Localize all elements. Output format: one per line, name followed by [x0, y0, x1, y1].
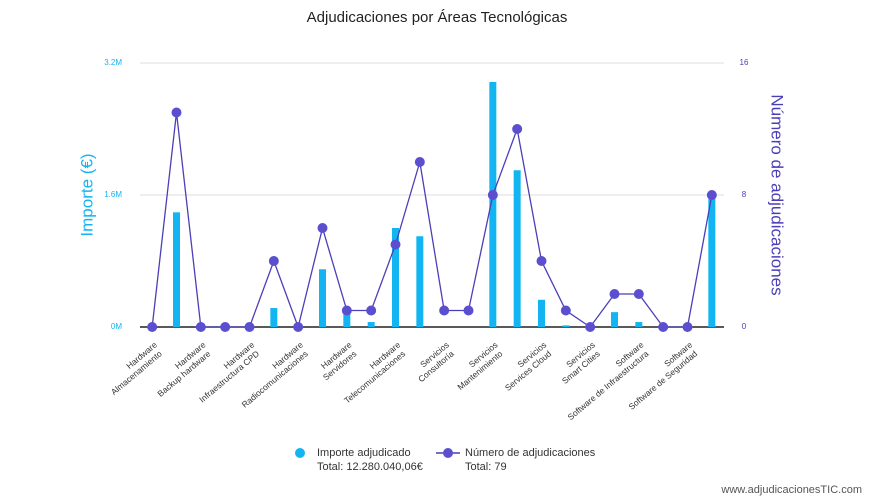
y-tick-label: 1.6M	[104, 190, 122, 199]
footer: www.adjudicacionesTIC.com	[720, 484, 862, 496]
marker	[244, 322, 255, 332]
marker	[293, 322, 304, 332]
legend-label: Número de adjudicaciones	[465, 447, 596, 459]
marker	[463, 305, 474, 316]
bar	[343, 312, 351, 327]
y2-tick-label: 16	[740, 58, 749, 67]
bar	[270, 308, 278, 327]
bar	[416, 236, 424, 327]
marker	[195, 322, 206, 332]
legend-total: Total: 12.280.040,06€	[317, 461, 423, 473]
chart-title: Adjudicaciones por Áreas Tecnológicas	[307, 9, 568, 26]
bar	[513, 170, 521, 327]
y2-tick-label: 0	[742, 322, 747, 331]
marker	[487, 190, 498, 200]
marker	[682, 322, 693, 332]
bar	[611, 312, 618, 327]
marker	[633, 289, 644, 299]
marker	[536, 256, 547, 266]
legend-marker	[295, 448, 305, 458]
y-axis-label: Importe (€)	[77, 153, 96, 236]
bar	[319, 269, 326, 327]
bar	[708, 196, 716, 327]
marker	[366, 305, 377, 316]
marker	[390, 239, 401, 250]
marker	[439, 305, 450, 316]
marker	[585, 322, 596, 332]
line	[151, 112, 713, 330]
y2-axis-label: Número de adjudicaciones	[768, 94, 787, 295]
marker	[560, 305, 571, 316]
marker	[268, 256, 279, 266]
marker	[706, 190, 717, 200]
bar	[392, 228, 399, 327]
marker	[658, 322, 669, 332]
legend-label: Importe adjudicado	[317, 447, 411, 459]
y-tick-label: 0M	[111, 322, 122, 331]
bar	[489, 81, 497, 327]
bar	[538, 299, 545, 327]
bar	[562, 325, 570, 327]
marker	[609, 289, 620, 299]
marker	[414, 157, 425, 167]
legend-marker	[443, 448, 453, 458]
y2-tick-label: 8	[742, 190, 747, 199]
bar	[367, 322, 375, 327]
marker	[171, 107, 182, 118]
legend-total: Total: 79	[465, 461, 507, 473]
y-tick-label: 3.2M	[104, 58, 122, 67]
marker	[147, 322, 158, 332]
bar	[173, 212, 180, 327]
marker	[341, 305, 352, 316]
marker	[317, 223, 328, 233]
marker	[220, 322, 231, 332]
bar	[635, 322, 643, 327]
marker	[512, 124, 523, 134]
